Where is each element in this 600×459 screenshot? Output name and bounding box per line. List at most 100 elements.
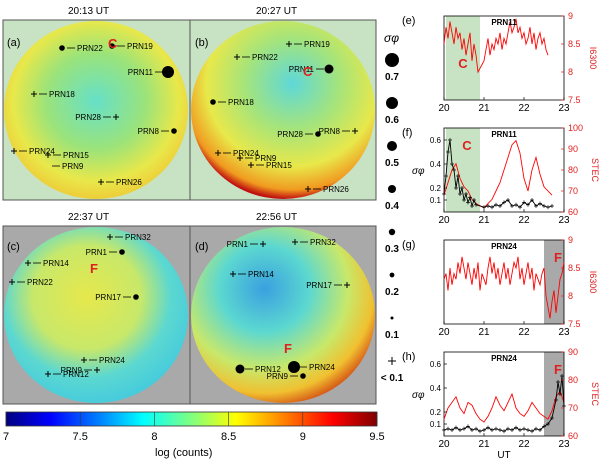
prn-label: PRN15 — [63, 151, 89, 160]
panel-time: 20:27 UT — [256, 6, 297, 17]
prn-marker: PRN12 — [45, 370, 89, 379]
y2-tick-label: 90 — [568, 347, 578, 357]
x-tick-label: 22 — [518, 439, 530, 450]
prn-label: PRN19 — [127, 42, 153, 51]
sigma-dot — [315, 131, 321, 137]
y-axis-label: I6300 — [588, 271, 598, 294]
colorbar-tick-label: 7 — [3, 431, 9, 443]
prn-marker: PRN1 — [227, 240, 266, 249]
sky-panel-d: 22:56 UT (d) — [189, 212, 377, 405]
region-letter: F — [554, 250, 562, 265]
prn-marker: PRN32 — [107, 233, 151, 242]
prn-label: PRN9 — [62, 162, 84, 171]
prn-marker: PRN22 — [234, 53, 278, 62]
prn-marker: PRN8 — [138, 127, 177, 136]
plot-frame — [443, 239, 565, 325]
sigma-dot — [119, 249, 125, 255]
region-letter: F — [90, 261, 98, 276]
x-tick-label: 23 — [558, 103, 570, 114]
sigma-level: 0.5 — [385, 141, 399, 169]
prn-label: PRN12 — [255, 365, 281, 374]
prn-label: PRN32 — [310, 238, 336, 247]
sigma-level: 0.1 — [385, 316, 399, 341]
y-tick-label: 8.5 — [568, 39, 581, 49]
region-letter: C — [108, 36, 118, 51]
x-tick-label: 20 — [438, 327, 450, 338]
y-tick-label: 0.2 — [430, 408, 442, 417]
prn-label: PRN9 — [61, 366, 83, 375]
chart-e: C PRN11 (e) 20 21 22 237.5 8 8.5 9 I6300 — [402, 11, 598, 114]
y-tick-label: 8 — [568, 291, 573, 301]
sigma-dot — [162, 66, 174, 78]
chart-f: C PRN11 (f) 20 21 22 23 0.1 0.2 0.4 0.6 σφ 60 70 80 90 1… — [402, 123, 600, 226]
y2-tick-label: 70 — [568, 403, 578, 413]
sigma-level-label: 0.4 — [385, 201, 399, 212]
prn-marker: PRN22 — [9, 278, 53, 287]
sigma-dot — [388, 185, 396, 193]
prn-label: PRN19 — [304, 40, 330, 49]
prn-label: PRN8 — [319, 127, 341, 136]
prn-label: PRN24 — [99, 356, 125, 365]
prn-marker: PRN26 — [305, 185, 349, 194]
plot-frame — [443, 351, 565, 437]
panel-time: 22:37 UT — [68, 212, 109, 223]
region-letter: C — [462, 138, 472, 153]
sigma-level-label: 0.6 — [385, 115, 399, 126]
prn-marker: PRN17 — [306, 281, 350, 290]
colorbar-label: log (counts) — [155, 447, 212, 459]
prn-marker: PRN11 — [128, 66, 174, 78]
prn-marker: PRN9 — [237, 154, 277, 163]
colorbar-tick-label: 9.5 — [369, 431, 384, 443]
prn-label: PRN9 — [255, 154, 277, 163]
y2-tick-label: 80 — [568, 375, 578, 385]
prn-label: PRN22 — [77, 44, 103, 53]
prn-label: PRN26 — [116, 178, 142, 187]
panel-label: (a) — [7, 37, 20, 49]
sigma-level: 0.7 — [385, 53, 399, 83]
region-letter: F — [554, 362, 562, 377]
sigma-level-label: 0.5 — [385, 158, 399, 169]
shaded-interval — [544, 352, 564, 436]
prn-marker: PRN15 — [45, 151, 89, 160]
prn-label: PRN24 — [233, 149, 259, 158]
prn-label: PRN17 — [306, 281, 332, 290]
sigma-level-label: < 0.1 — [381, 373, 404, 384]
prn-marker: PRN11 — [289, 64, 334, 74]
series-line — [443, 256, 565, 319]
y-tick-label: 8 — [568, 67, 573, 77]
prn-label: PRN11 — [289, 65, 315, 74]
prn-marker: PRN9 — [267, 372, 306, 381]
sigma-dot — [133, 294, 139, 300]
prn-marker: PRN24 — [215, 149, 259, 158]
prn-marker: PRN24 — [288, 361, 335, 373]
chart-title: PRN24 — [491, 354, 517, 363]
x-tick-label: 20 — [438, 215, 450, 226]
x-tick-label: 23 — [558, 215, 570, 226]
y-tick-label: 9 — [568, 11, 573, 21]
shaded-interval — [544, 240, 564, 324]
colorbar-gradient — [5, 411, 378, 427]
y-tick-label: 7.5 — [568, 319, 581, 329]
prn-label: PRN11 — [128, 68, 154, 77]
x-tick-label: 22 — [518, 215, 530, 226]
sigma-dot — [390, 316, 394, 320]
y-tick-label: 0.4 — [430, 384, 442, 393]
prn-label: PRN17 — [95, 293, 121, 302]
y-axis-label: σφ — [412, 166, 425, 177]
prn-label: PRN12 — [63, 370, 89, 379]
region-letter: C — [303, 64, 313, 79]
sigma-level-label: 0.3 — [385, 244, 399, 255]
panel-label: (h) — [402, 351, 415, 363]
sigma-dot — [385, 53, 399, 67]
sigma-dot — [109, 43, 115, 49]
y-tick-label: 0.1 — [430, 196, 442, 205]
x-tick-label: 20 — [438, 439, 450, 450]
y2-tick-label: 90 — [568, 144, 578, 154]
colorbar-tick-label: 8 — [151, 431, 157, 443]
sigma-level-label: 0.7 — [385, 72, 399, 83]
x-tick-label: 23 — [558, 327, 570, 338]
y-tick-label: 8.5 — [568, 263, 581, 273]
prn-marker: PRN9 — [52, 162, 84, 171]
